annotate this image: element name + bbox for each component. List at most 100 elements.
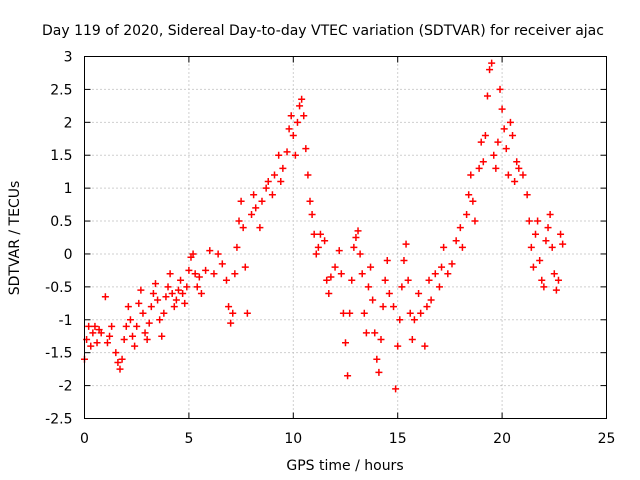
y-tick-label: -1 (59, 313, 73, 329)
data-point (101, 293, 109, 301)
data-point (509, 131, 517, 139)
data-point (145, 319, 153, 327)
data-point (427, 296, 435, 304)
data-point (262, 184, 270, 192)
y-tick-label: 2 (64, 115, 73, 131)
data-point (494, 138, 502, 146)
data-point (425, 276, 433, 284)
data-point (529, 263, 537, 271)
data-point (210, 270, 218, 278)
data-point (542, 237, 550, 245)
data-point (264, 178, 272, 186)
data-point (233, 243, 241, 251)
data-point (321, 237, 329, 245)
chart-title: Day 119 of 2020, Sidereal Day-to-day VTE… (42, 23, 604, 39)
y-tick-label: 0 (64, 247, 73, 263)
data-point (469, 197, 477, 205)
data-point (532, 230, 540, 238)
data-point (120, 336, 128, 344)
x-tick-label: 5 (184, 431, 193, 447)
y-tick-label: 0.5 (50, 214, 72, 230)
data-point (97, 329, 105, 337)
y-tick-label: 3 (64, 50, 73, 66)
data-point (172, 296, 180, 304)
y-tick-label: -0.5 (45, 280, 72, 296)
data-point (552, 286, 560, 294)
data-point (404, 276, 412, 284)
data-point (202, 266, 210, 274)
data-point (452, 237, 460, 245)
data-point (314, 243, 322, 251)
data-point (106, 332, 114, 340)
data-point (417, 309, 425, 317)
grid-lines (84, 56, 607, 419)
data-point (402, 240, 410, 248)
data-point (492, 164, 500, 172)
data-point (304, 171, 312, 179)
data-point (214, 250, 222, 258)
data-point (346, 309, 354, 317)
data-point (225, 303, 233, 311)
data-point (546, 210, 554, 218)
data-point (536, 257, 544, 265)
data-point (477, 138, 485, 146)
data-point (271, 171, 279, 179)
data-point (302, 145, 310, 153)
data-point (291, 151, 299, 159)
data-point (327, 273, 335, 281)
data-point (534, 217, 542, 225)
data-point (158, 332, 166, 340)
data-point (91, 322, 99, 330)
data-point (456, 224, 464, 232)
y-tick-label: 1.5 (50, 148, 72, 164)
data-point (129, 332, 137, 340)
data-point (85, 322, 93, 330)
x-tick-label: 0 (80, 431, 89, 447)
data-point (483, 92, 491, 100)
data-point (306, 197, 314, 205)
data-point (358, 270, 366, 278)
x-axis-ticks: 0 5 10 15 20 25 (80, 56, 615, 447)
data-point (137, 286, 145, 294)
data-point (435, 283, 443, 291)
data-point (525, 217, 533, 225)
data-point (114, 359, 122, 367)
data-point (283, 148, 291, 156)
data-point (89, 329, 97, 337)
data-point (527, 243, 535, 251)
data-point (490, 151, 498, 159)
data-point (237, 197, 245, 205)
data-point (139, 309, 147, 317)
data-point (141, 329, 149, 337)
data-point (174, 286, 182, 294)
data-point (504, 171, 512, 179)
data-point (506, 118, 514, 126)
data-point (500, 125, 508, 133)
x-axis-title: GPS time / hours (286, 458, 403, 474)
data-point (122, 322, 130, 330)
data-point (342, 339, 349, 347)
data-point (166, 270, 174, 278)
data-point (431, 270, 439, 278)
data-point (331, 263, 339, 271)
data-point (206, 247, 214, 255)
data-point (390, 303, 398, 311)
data-point (164, 283, 172, 291)
data-point (515, 164, 523, 172)
data-point (550, 270, 558, 278)
data-point (488, 59, 496, 67)
data-point (475, 164, 483, 172)
data-point (323, 276, 331, 284)
data-point (154, 296, 162, 304)
y-axis-title: SDTVAR / TECUs (7, 181, 23, 296)
data-point (400, 257, 408, 265)
data-point (325, 289, 333, 297)
data-point (310, 230, 318, 238)
data-point (147, 303, 155, 311)
data-point (312, 250, 320, 258)
data-point (369, 296, 377, 304)
data-point (87, 342, 95, 350)
data-point (360, 309, 368, 317)
y-tick-label: -2 (59, 379, 73, 395)
